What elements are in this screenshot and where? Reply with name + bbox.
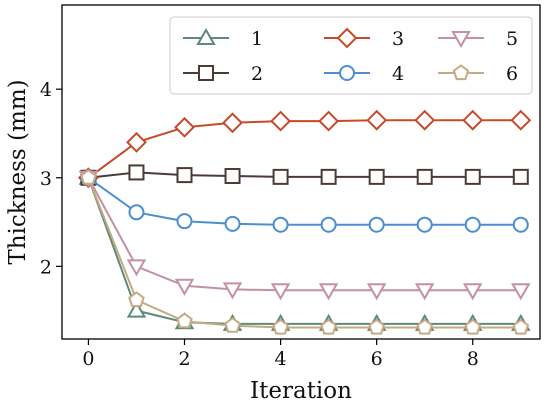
series-5-point: [174, 278, 195, 296]
series-4-point: [128, 204, 145, 221]
series-4-point: [512, 216, 529, 233]
y-axis-label: Thickness (mm): [5, 79, 31, 264]
series-2-point: [176, 167, 193, 184]
series-2-point: [320, 168, 337, 185]
series-2-point: [224, 167, 241, 184]
legend-label: 1: [251, 28, 263, 50]
legend-label: 3: [392, 28, 404, 50]
series-5-point: [318, 283, 339, 301]
legend-item-6: 6: [438, 63, 518, 85]
legend-label: 5: [506, 28, 518, 50]
y-tick-label: 4: [40, 79, 52, 101]
series-5-point: [270, 283, 291, 301]
series-6-point: [464, 318, 482, 335]
series-6-point: [512, 318, 530, 335]
series-2-line: [88, 171, 521, 179]
legend-marker: [198, 65, 214, 81]
series-6-point: [176, 312, 193, 329]
series-2: [80, 164, 529, 186]
series-6-point: [224, 316, 241, 333]
series-3-point: [270, 110, 292, 132]
legend-item-2: 2: [183, 63, 263, 85]
legend-label: 2: [251, 63, 263, 85]
series-3-point: [222, 112, 243, 134]
legend-label: 4: [392, 63, 404, 85]
series-3-point: [174, 116, 195, 138]
series-3-point: [510, 109, 532, 131]
y-tick-label: 3: [40, 168, 52, 190]
legend: 1 2 3 4 5 6: [169, 16, 533, 95]
legend-marker: [451, 31, 471, 49]
legend-item-1: 1: [183, 27, 263, 50]
series-6-point: [128, 291, 145, 308]
series-4-point: [224, 215, 241, 232]
series-5-point: [222, 282, 243, 300]
x-tick-label: 6: [371, 348, 383, 370]
series-2-point: [464, 168, 481, 185]
series-5-point: [511, 283, 531, 301]
series-6-point: [320, 318, 337, 335]
legend-item-3: 3: [324, 27, 404, 50]
x-tick-label: 4: [275, 348, 287, 370]
legend-item-5: 5: [438, 28, 518, 50]
series-3: [77, 109, 532, 189]
y-axis-ticks: 2 3 4: [40, 79, 62, 278]
legend-marker: [452, 64, 470, 81]
legend-item-4: 4: [324, 63, 404, 85]
series-6: [80, 169, 530, 335]
series-3-point: [414, 109, 436, 131]
series-4-point: [176, 213, 193, 230]
series-4-point: [272, 216, 289, 233]
series-1-line: [87, 177, 521, 325]
series-5-point: [126, 259, 147, 277]
series-3-line: [87, 119, 521, 179]
series-3-point: [318, 110, 340, 132]
series-2-point: [512, 168, 529, 185]
series-6-line: [87, 177, 521, 329]
series-4-point: [368, 216, 385, 233]
series-1-point: [126, 300, 147, 318]
series-4: [80, 169, 529, 233]
legend-marker: [196, 27, 216, 45]
series-3-point: [462, 109, 484, 131]
plot-layer: [77, 109, 532, 335]
series-4-point: [320, 216, 337, 233]
series-6-point: [80, 169, 97, 185]
series-6-point: [416, 318, 433, 335]
series-5-point: [366, 283, 387, 301]
series-3-point: [126, 131, 147, 153]
series-2-point: [368, 168, 385, 185]
series-5-point: [414, 283, 435, 301]
series-6-point: [368, 318, 385, 335]
x-axis-label: Iteration: [250, 378, 352, 404]
series-2-point: [128, 164, 145, 181]
series-2-point: [416, 168, 433, 185]
series-4-point: [464, 216, 481, 233]
series-4-point: [416, 216, 433, 233]
x-tick-label: 0: [82, 348, 94, 370]
legend-marker: [339, 65, 355, 81]
y-tick-label: 2: [40, 256, 52, 278]
series-5: [78, 170, 531, 301]
series-3-point: [366, 109, 388, 131]
x-tick-label: 2: [178, 348, 190, 370]
x-tick-label: 8: [467, 348, 479, 370]
series-5-point: [462, 283, 483, 301]
series-5-line: [87, 177, 521, 292]
series-2-point: [272, 168, 289, 185]
series-6-point: [272, 318, 289, 335]
plot-frame: [61, 4, 541, 340]
x-axis-ticks: 0 2 4 6 8: [82, 339, 479, 370]
series-4-line: [87, 176, 521, 226]
legend-label: 6: [506, 63, 518, 85]
legend-frame: [169, 16, 533, 95]
legend-marker: [336, 27, 358, 49]
